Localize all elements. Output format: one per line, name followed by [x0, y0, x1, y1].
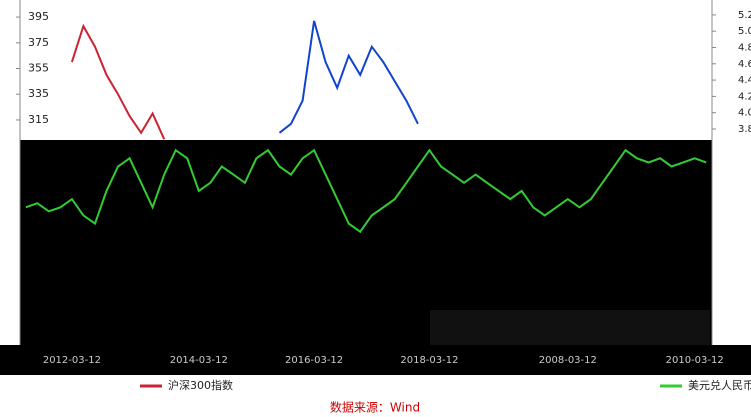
glitch-block: [430, 310, 710, 345]
y-tick-label: 355: [28, 62, 49, 75]
series-line: [70, 23, 166, 140]
legend-label: 沪深300指数: [168, 378, 233, 392]
y-tick-label: 315: [28, 113, 49, 126]
series-line: [278, 20, 419, 134]
y2-tick-label: 3.86: [738, 124, 751, 135]
x-tick-label: 2012-03-12: [43, 355, 101, 366]
y2-tick-label: 4.26: [738, 91, 751, 102]
legend-label: 美元兑人民币: [688, 378, 751, 392]
source-note: 数据来源：Wind: [330, 400, 420, 415]
x-axis-band: [0, 345, 751, 375]
y2-tick-label: 4.06: [738, 108, 751, 119]
y-tick-label: 335: [28, 87, 49, 100]
x-tick-label: 2014-03-12: [170, 355, 228, 366]
y2-tick-label: 4.66: [738, 59, 751, 70]
y2-tick-label: 4.86: [738, 42, 751, 53]
series-line: [25, 148, 707, 234]
x-tick-label: 2008-03-12: [539, 355, 597, 366]
y2-tick-label: 5.26: [738, 10, 751, 21]
y2-tick-label: 4.46: [738, 75, 751, 86]
x-tick-label: 2016-03-12: [285, 355, 343, 366]
x-tick-label: 2018-03-12: [400, 355, 458, 366]
y-tick-label: 395: [28, 10, 49, 23]
y2-tick-label: 5.06: [738, 26, 751, 37]
y-tick-label: 375: [28, 36, 49, 49]
x-tick-label: 2010-03-12: [666, 355, 724, 366]
